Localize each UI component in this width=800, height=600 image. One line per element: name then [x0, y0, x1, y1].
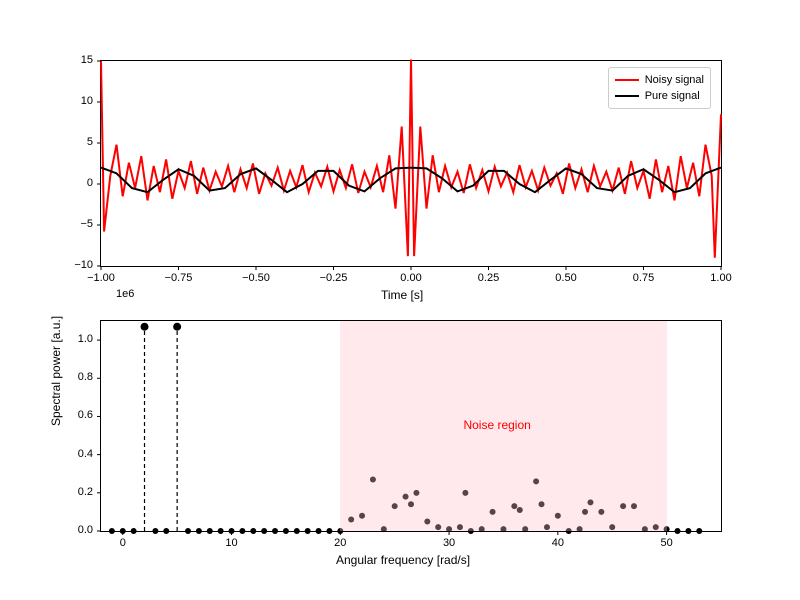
bottom-ytick-label: 0.2 [78, 486, 93, 498]
bottom-ytick-label: 0.6 [78, 409, 93, 421]
bottom-ytick-label: 0.4 [78, 448, 93, 460]
bottom-chart: Noise region010203040500.00.20.40.60.81.… [100, 320, 722, 532]
top-ytick-label: 5 [87, 136, 93, 148]
bottom-xtick-label: 50 [647, 537, 687, 549]
legend-label: Noisy signal [645, 74, 704, 86]
bottom-xtick-label: 10 [212, 537, 252, 549]
top-ytick-label: −5 [80, 218, 93, 230]
top-xtick-label: −0.50 [236, 272, 276, 284]
bottom-ytick-label: 0.8 [78, 371, 93, 383]
top-xtick-label: 0.25 [469, 272, 509, 284]
legend-swatch [615, 79, 639, 81]
bottom-chart-svg [101, 321, 721, 531]
top-ytick-label: 0 [87, 177, 93, 189]
top-ytick-label: 15 [81, 54, 93, 66]
bottom-ytick-label: 1.0 [78, 333, 93, 345]
bottom-xtick-label: 20 [320, 537, 360, 549]
top-xtick-label: −0.75 [159, 272, 199, 284]
legend-label: Pure signal [645, 90, 700, 102]
top-xtick-label: 1.00 [701, 272, 741, 284]
top-xtick-label: 0.75 [624, 272, 664, 284]
legend-entry: Pure signal [615, 88, 704, 104]
top-xtick-label: −1.00 [81, 272, 121, 284]
bottom-ytick-label: 0.0 [78, 524, 93, 536]
bottom-ylabel: Spectral power [a.u.] [49, 316, 63, 426]
top-xtick-label: 0.00 [391, 272, 431, 284]
bottom-xtick-label: 40 [538, 537, 578, 549]
bottom-xtick-label: 0 [103, 537, 143, 549]
legend-swatch [615, 95, 639, 97]
top-chart: −1.00−0.75−0.50−0.250.000.250.500.751.00… [100, 60, 722, 267]
top-xtick-label: −0.25 [314, 272, 354, 284]
top-ytick-label: 10 [81, 95, 93, 107]
figure: −1.00−0.75−0.50−0.250.000.250.500.751.00… [0, 0, 800, 600]
top-legend: Noisy signal Pure signal [608, 67, 711, 109]
bottom-xtick-label: 30 [429, 537, 469, 549]
top-ytick-label: −10 [74, 259, 93, 271]
top-offset-text: 1e6 [116, 288, 134, 300]
top-xtick-label: 0.50 [546, 272, 586, 284]
legend-entry: Noisy signal [615, 72, 704, 88]
top-xlabel: Time [s] [381, 288, 423, 302]
bottom-xlabel: Angular frequency [rad/s] [336, 553, 470, 567]
